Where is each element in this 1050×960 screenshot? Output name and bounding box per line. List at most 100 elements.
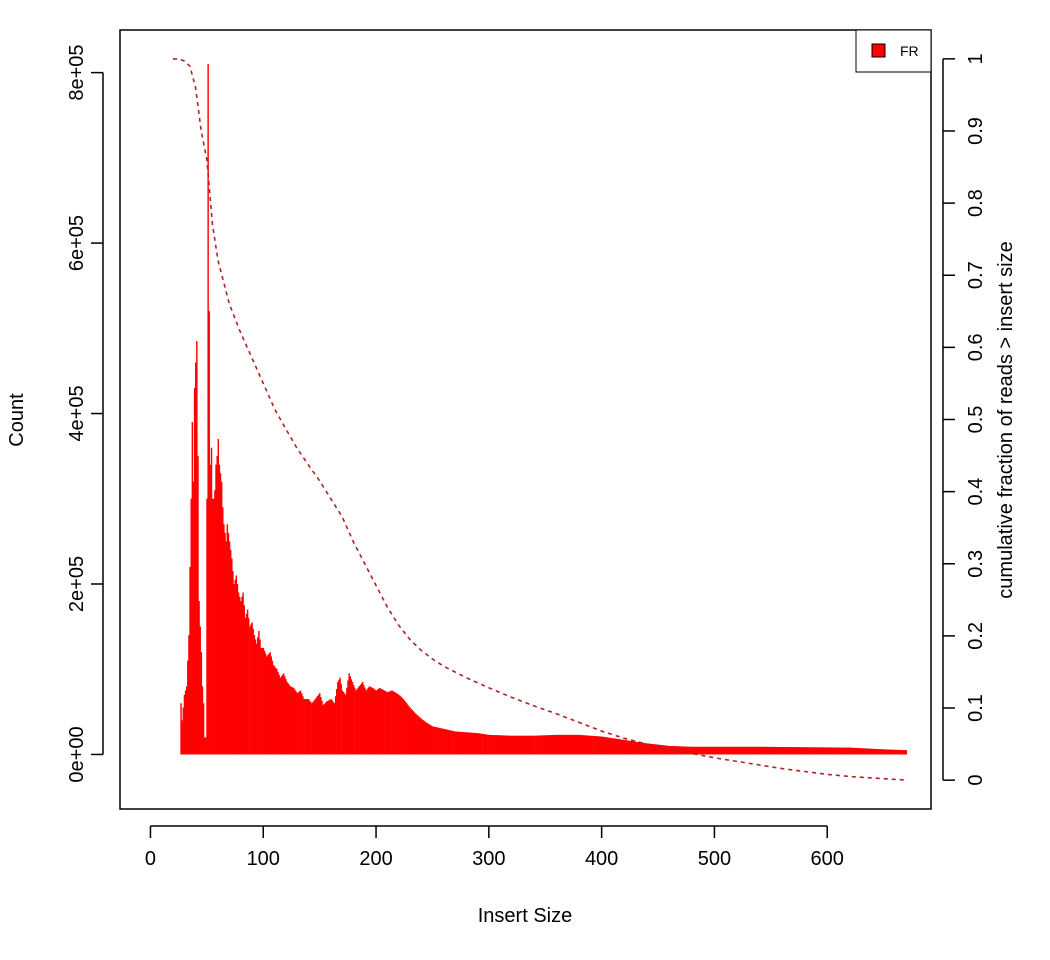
histogram-bar bbox=[507, 735, 509, 755]
histogram-bar bbox=[321, 701, 323, 755]
histogram-bar bbox=[664, 745, 666, 755]
histogram-bar bbox=[733, 746, 735, 755]
histogram-bar bbox=[647, 743, 649, 755]
histogram-bar bbox=[808, 747, 811, 755]
histogram-bar bbox=[319, 693, 321, 755]
histogram-bar bbox=[810, 747, 813, 755]
histogram-bar bbox=[684, 746, 686, 755]
histogram-bar bbox=[725, 746, 727, 755]
histogram-bar bbox=[738, 746, 741, 755]
histogram-bar bbox=[234, 579, 236, 755]
histogram-bar bbox=[245, 613, 248, 755]
histogram-bar bbox=[583, 735, 585, 755]
histogram-bar bbox=[835, 747, 838, 755]
histogram-bar bbox=[731, 746, 734, 755]
histogram-bar bbox=[433, 726, 435, 755]
histogram-bar bbox=[581, 735, 584, 755]
histogram-bar bbox=[345, 694, 347, 755]
x-tick-label: 600 bbox=[811, 848, 844, 870]
histogram-bar bbox=[331, 700, 333, 755]
histogram-bar bbox=[532, 735, 534, 755]
histogram-bar bbox=[602, 736, 604, 755]
legend-swatch-fr bbox=[871, 43, 886, 58]
histogram-bar bbox=[710, 746, 712, 755]
histogram-bar bbox=[303, 699, 305, 755]
histogram-bar bbox=[180, 703, 182, 755]
histogram-bar bbox=[760, 746, 762, 755]
histogram-bar bbox=[377, 688, 380, 755]
histogram-bar bbox=[314, 699, 316, 755]
histogram-bar bbox=[757, 746, 760, 755]
histogram-bar bbox=[861, 748, 864, 755]
histogram-bar bbox=[240, 601, 242, 755]
histogram-bar bbox=[557, 734, 559, 755]
histogram-bar bbox=[553, 734, 556, 755]
histogram-bar bbox=[401, 697, 403, 755]
histogram-bar bbox=[267, 655, 269, 755]
histogram-bar bbox=[431, 726, 434, 755]
histogram-bar bbox=[217, 439, 219, 755]
histogram-bar bbox=[339, 677, 341, 755]
histogram-bar bbox=[796, 747, 798, 755]
histogram-bar bbox=[902, 750, 904, 755]
histogram-bar bbox=[610, 737, 612, 755]
histogram-bar bbox=[354, 687, 356, 755]
histogram-bar bbox=[457, 731, 460, 755]
histogram-bar bbox=[777, 746, 779, 755]
histogram-bar bbox=[716, 746, 718, 755]
histogram-bar bbox=[360, 683, 363, 755]
histogram-bar bbox=[577, 734, 579, 755]
histogram-bar bbox=[253, 635, 256, 755]
histogram-bar bbox=[355, 690, 357, 755]
histogram-bar bbox=[226, 524, 229, 755]
histogram-bar bbox=[488, 734, 490, 755]
histogram-bar bbox=[619, 739, 621, 755]
histogram-bar bbox=[878, 749, 880, 755]
histogram-bar bbox=[814, 747, 816, 755]
histogram-bar bbox=[205, 737, 207, 755]
histogram-bar bbox=[348, 673, 350, 755]
histogram-bar bbox=[546, 735, 549, 755]
histogram-bar bbox=[396, 693, 399, 755]
histogram-bar bbox=[390, 690, 392, 755]
histogram-bar bbox=[695, 746, 698, 755]
histogram-bar bbox=[871, 748, 874, 755]
histogram-bar bbox=[440, 728, 443, 755]
histogram-bar bbox=[486, 734, 488, 755]
histogram-bar bbox=[649, 743, 652, 755]
histogram-bar bbox=[862, 748, 865, 755]
histogram-bar bbox=[634, 741, 637, 755]
histogram-bar bbox=[484, 734, 487, 755]
histogram-bar bbox=[764, 746, 767, 755]
histogram-bar bbox=[633, 741, 636, 755]
histogram-bar bbox=[365, 690, 367, 755]
histogram-bar bbox=[349, 676, 351, 755]
x-tick-label: 0 bbox=[145, 848, 156, 870]
histogram-bar bbox=[418, 716, 420, 755]
histogram-bar bbox=[809, 747, 812, 755]
histogram-bar bbox=[727, 746, 729, 755]
histogram-bar bbox=[884, 749, 886, 755]
histogram-bar bbox=[537, 735, 540, 755]
histogram-bar bbox=[597, 736, 600, 755]
histogram-bar bbox=[841, 747, 843, 755]
histogram-bar bbox=[795, 747, 797, 755]
histogram-bar bbox=[493, 735, 496, 755]
histogram-bar bbox=[394, 692, 397, 755]
histogram-bar bbox=[903, 750, 905, 755]
histogram-bar bbox=[555, 734, 558, 755]
x-axis-title: Insert Size bbox=[478, 905, 572, 927]
histogram-bar bbox=[721, 746, 724, 755]
histogram-bar bbox=[264, 653, 267, 755]
histogram-bar bbox=[552, 734, 554, 755]
histogram-bar bbox=[248, 618, 250, 755]
histogram-bar bbox=[572, 734, 575, 755]
histogram-bar bbox=[534, 735, 536, 755]
histogram-bar bbox=[709, 746, 711, 755]
histogram-bar bbox=[770, 746, 772, 755]
histogram-bar bbox=[225, 541, 227, 755]
histogram-bar bbox=[559, 734, 561, 755]
histogram-bar bbox=[849, 747, 851, 755]
histogram-bar bbox=[692, 746, 694, 755]
histogram-bar bbox=[700, 746, 702, 755]
